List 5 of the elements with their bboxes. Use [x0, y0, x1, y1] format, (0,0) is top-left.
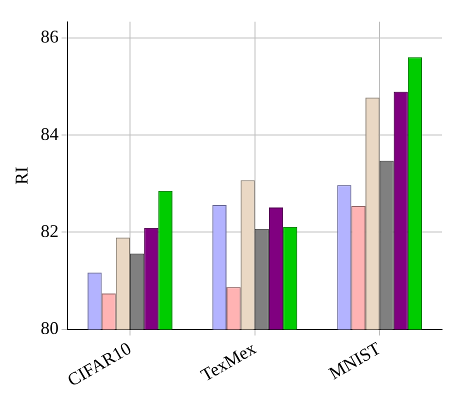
y-tick-label: 82 — [40, 220, 59, 241]
y-axis-title: RI — [12, 166, 32, 185]
y-tick-label: 84 — [40, 124, 59, 144]
y-tick-label: 80 — [40, 318, 59, 338]
y-tick-label: 86 — [40, 26, 59, 47]
